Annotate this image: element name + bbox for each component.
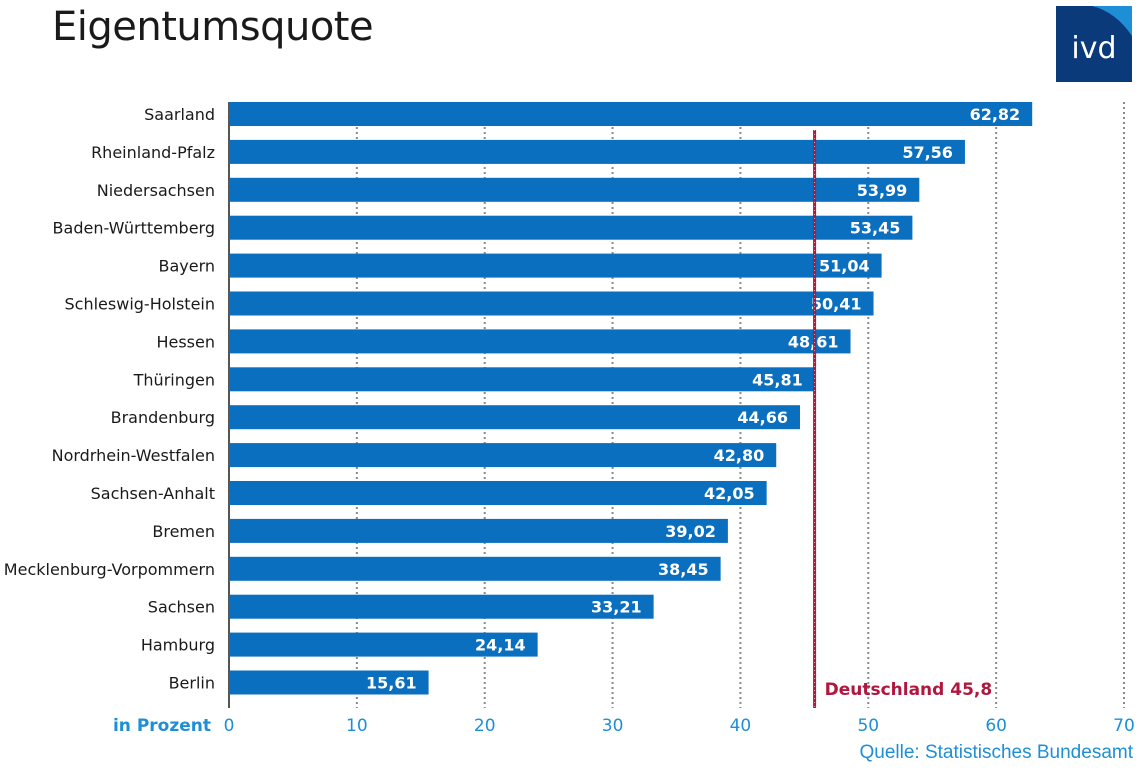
category-label-13: Sachsen (148, 598, 215, 617)
value-label-1: 57,56 (902, 143, 953, 162)
category-label-12: Mecklenburg-Vorpommern (4, 560, 215, 579)
value-label-9: 42,80 (714, 446, 765, 465)
category-label-3: Baden-Württemberg (53, 219, 215, 238)
category-label-5: Schleswig-Holstein (65, 295, 215, 314)
category-label-11: Bremen (152, 522, 215, 541)
chart-title: Eigentumsquote (52, 4, 374, 50)
reference-label: Deutschland 45,8 (825, 680, 993, 700)
value-label-15: 15,61 (366, 674, 417, 693)
category-label-7: Thüringen (133, 370, 215, 389)
bar-9 (229, 443, 777, 468)
ivd-logo: ivd (1056, 6, 1132, 82)
value-label-5: 50,41 (811, 295, 862, 314)
category-label-14: Hamburg (141, 636, 215, 655)
bar-14 (229, 632, 538, 657)
bar-10 (229, 481, 767, 505)
bar-4 (229, 253, 882, 278)
bar-13 (229, 594, 654, 619)
value-label-2: 53,99 (857, 181, 908, 200)
value-label-4: 51,04 (819, 257, 870, 276)
x-tick-label-0: 0 (224, 716, 235, 736)
value-label-8: 44,66 (737, 408, 788, 427)
svg-text:ivd: ivd (1071, 31, 1116, 66)
value-label-12: 38,45 (658, 560, 709, 579)
value-label-14: 24,14 (475, 636, 526, 655)
category-label-8: Brandenburg (111, 408, 215, 427)
value-label-7: 45,81 (752, 370, 803, 389)
x-axis-unit-label: in Prozent (113, 716, 211, 736)
category-label-9: Nordrhein-Westfalen (52, 446, 215, 465)
x-tick-label-20: 20 (474, 716, 496, 736)
bar-6 (229, 329, 851, 354)
bar-5 (229, 291, 874, 316)
x-tick-label-40: 40 (730, 716, 752, 736)
bar-8 (229, 405, 801, 430)
value-label-11: 39,02 (665, 522, 716, 541)
value-label-13: 33,21 (591, 598, 642, 617)
category-label-1: Rheinland-Pfalz (91, 143, 215, 162)
bar-15 (229, 670, 429, 695)
bar-11 (229, 518, 728, 543)
bar-3 (229, 215, 913, 240)
bar-7 (229, 367, 815, 392)
category-label-15: Berlin (169, 674, 215, 693)
bar-1 (229, 139, 965, 164)
x-tick-label-10: 10 (346, 716, 368, 736)
value-label-10: 42,05 (704, 484, 755, 503)
category-label-2: Niedersachsen (97, 181, 215, 200)
category-label-0: Saarland (144, 105, 215, 124)
bar-2 (229, 177, 920, 202)
source-note: Quelle: Statistisches Bundesamt (859, 742, 1133, 763)
category-label-10: Sachsen-Anhalt (91, 484, 215, 503)
x-tick-label-70: 70 (1113, 716, 1135, 736)
value-label-0: 62,82 (970, 105, 1021, 124)
value-label-3: 53,45 (850, 219, 901, 238)
x-tick-label-50: 50 (857, 716, 879, 736)
bar-12 (229, 556, 721, 581)
category-label-4: Bayern (158, 257, 215, 276)
category-label-6: Hessen (156, 332, 215, 351)
x-tick-label-60: 60 (985, 716, 1007, 736)
bar-0 (229, 102, 1033, 126)
x-tick-label-30: 30 (602, 716, 624, 736)
